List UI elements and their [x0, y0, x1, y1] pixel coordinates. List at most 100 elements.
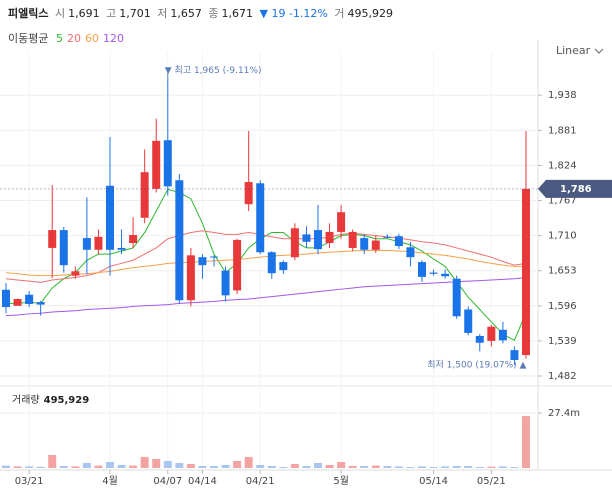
y-tick-label: 1,653: [548, 266, 577, 277]
volume-bar: [233, 460, 242, 468]
candle-body: [522, 188, 530, 356]
candle-body: [163, 140, 172, 187]
high: 1,701: [119, 7, 151, 20]
x-tick-label: 4월: [102, 475, 118, 487]
candle-body: [94, 236, 103, 250]
volume-bar: [210, 465, 218, 468]
volume-bar: [475, 466, 484, 468]
candle-body: [36, 302, 45, 305]
volume-bar: [267, 465, 276, 468]
y-tick-label: 1,539: [548, 336, 577, 347]
ma-line: [5, 276, 527, 317]
candle-body: [175, 180, 184, 301]
volume-bar: [82, 462, 91, 468]
candle-body: [210, 256, 218, 258]
volume-bar: [2, 465, 10, 468]
y-tick-label: 1,767: [548, 196, 577, 207]
volume-bar: [152, 458, 161, 468]
volume-bar: [383, 465, 392, 468]
volume-bar: [302, 465, 311, 468]
candle-body: [267, 252, 276, 274]
ma-line: [5, 249, 526, 277]
y-tick-label: 1,881: [548, 125, 577, 136]
volume-bar: [325, 464, 334, 468]
volume-bar: [348, 465, 357, 468]
ma-legend-entry: 120: [102, 32, 124, 45]
candle-body: [475, 335, 484, 343]
scale-menu-label[interactable]: Linear: [556, 44, 591, 57]
current-price-label: 1,786: [560, 184, 592, 195]
volume-bar: [256, 464, 265, 468]
volume-label: 거래량 495,929: [12, 394, 89, 406]
candle-body: [406, 247, 415, 258]
volume-bar: [106, 461, 114, 468]
volume-bar: [337, 461, 346, 468]
candle-body: [394, 236, 403, 247]
volume-last: 495,929: [44, 395, 90, 406]
candle-body: [13, 299, 22, 306]
y-tick-label: 1,482: [548, 371, 577, 382]
volume-bar: [487, 466, 496, 468]
x-tick-label: 04/07: [153, 476, 182, 487]
volume-bar: [36, 466, 45, 468]
volume-bar: [59, 465, 68, 468]
volume-bar: [48, 454, 57, 468]
candle-body: [325, 231, 334, 244]
volume-bar: [498, 466, 507, 468]
volume-bar: [406, 466, 415, 468]
candle-body: [25, 294, 34, 304]
volume-bar: [360, 465, 369, 468]
candle-body: [140, 172, 149, 218]
candle-body: [186, 255, 195, 301]
volume-bar: [394, 466, 403, 468]
y-tick-label: 1,938: [548, 90, 577, 101]
candle-body: [418, 262, 426, 277]
volume-bar: [371, 465, 380, 468]
x-tick-label: 05/21: [477, 476, 506, 487]
ma-legend-title: 이동평균: [8, 32, 49, 45]
ma-legend-entry: 5: [55, 32, 63, 45]
high-label: 고: [106, 7, 117, 20]
candle-body: [152, 140, 161, 189]
x-tick-label: 05/14: [419, 476, 448, 487]
volume-bar: [175, 462, 184, 468]
y-tick-label: 1,596: [548, 301, 577, 312]
candle-body: [487, 326, 496, 341]
x-tick-label: 5월: [333, 475, 349, 487]
low: 1,657: [170, 7, 202, 20]
annotation: 최저 1,500 (19.07%) ▲: [427, 359, 526, 370]
candle-body: [233, 239, 242, 291]
volume-bar: [71, 466, 80, 468]
candle-body: [198, 257, 207, 266]
header: 피엘릭스 시 1,691 고 1,701 저 1,657 종 1,671 ▼ 19 -1…: [8, 5, 396, 21]
current-price-tag: [538, 179, 612, 198]
volume-bar: [94, 465, 103, 468]
chevron[interactable]: [594, 47, 604, 55]
volume-bar: [129, 465, 138, 468]
volume-bar: [314, 462, 322, 468]
volume-bar: [452, 465, 461, 468]
ma-line: [5, 230, 527, 283]
candle-body: [302, 234, 311, 242]
candle-body: [48, 230, 57, 248]
scale-menu[interactable]: Linear: [556, 44, 604, 57]
ma-legend-entry: 20: [66, 32, 81, 45]
volume-bar: [418, 466, 426, 468]
candle-body: [429, 272, 438, 274]
candle-body: [383, 236, 392, 238]
ma-legend-entry: 60: [84, 32, 99, 45]
volume-bar: [221, 464, 230, 468]
ma-legend: 이동평균 5 20 60 120: [8, 30, 128, 46]
volume-bar: [198, 465, 207, 468]
x-tick-label: 04/21: [246, 476, 275, 487]
volume-bar: [429, 466, 438, 468]
low-label: 저: [157, 7, 168, 20]
candle-body: [256, 183, 265, 253]
volume-bar: [244, 456, 253, 468]
open-label: 시: [54, 7, 66, 20]
candle-body: [59, 230, 68, 266]
open: 1,691: [68, 7, 100, 20]
volume-bar: [510, 466, 519, 468]
volume-bar: [522, 416, 530, 468]
